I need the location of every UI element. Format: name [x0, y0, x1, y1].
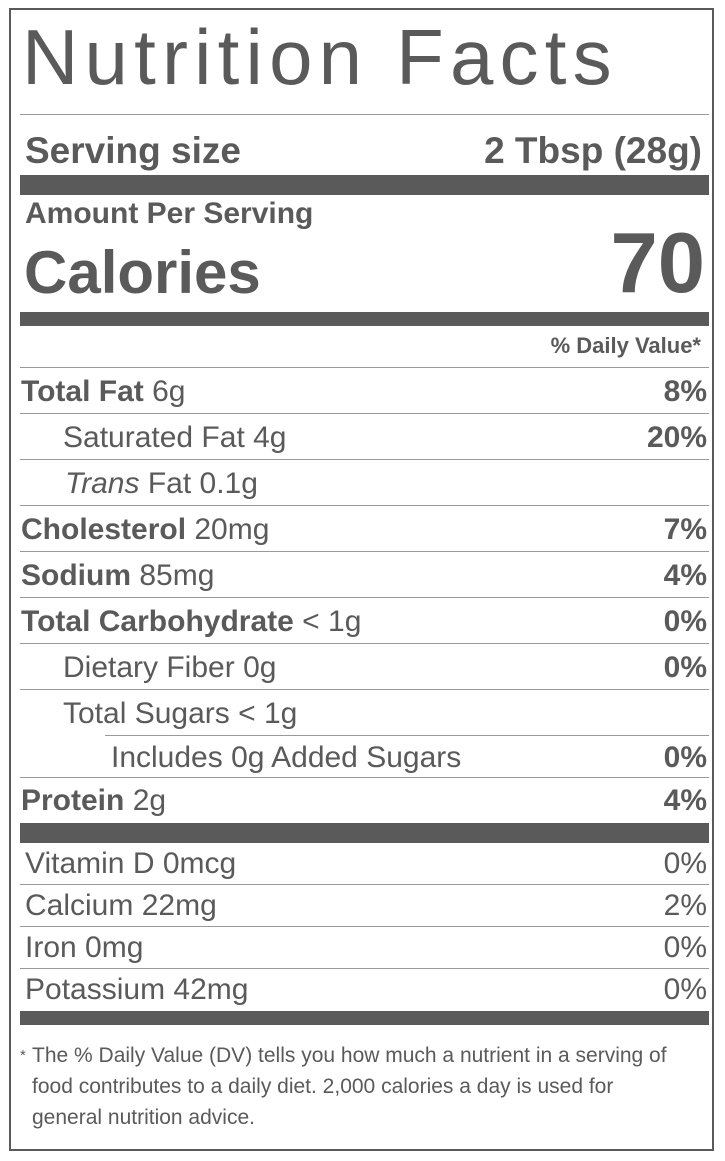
nutrient-row-added-sugars: Includes 0g Added Sugars 0%	[20, 736, 709, 778]
nutrition-facts-label: Nutrition Facts Serving size 2 Tbsp (28g…	[9, 8, 714, 1151]
vitamin-amount: 22mg	[141, 889, 217, 922]
divider	[20, 114, 709, 115]
nutrient-dv: 4%	[663, 784, 707, 817]
nutrient-amount: < 1g	[238, 697, 298, 730]
vitamin-name: Vitamin D	[25, 847, 155, 880]
nutrient-dv: 7%	[663, 513, 707, 546]
daily-value-header: % Daily Value*	[550, 333, 701, 358]
vitamin-row-calcium: Calcium 22mg 2%	[20, 885, 709, 927]
nutrient-amount: 0.1g	[199, 467, 258, 500]
serving-size-value: 2 Tbsp (28g)	[484, 130, 702, 171]
nutrient-row-total-sugars: Total Sugars < 1g	[20, 690, 709, 736]
vitamin-dv: 0%	[663, 931, 707, 964]
vitamin-dv: 2%	[663, 889, 707, 922]
nutrient-dv: 0%	[663, 605, 707, 638]
nutrient-amount: 6g	[152, 375, 186, 408]
nutrient-row-total-carbohydrate: Total Carbohydrate < 1g 0%	[20, 598, 709, 644]
nutrient-name: Total Fat	[21, 375, 144, 408]
amount-per-serving: Amount Per Serving	[25, 197, 314, 230]
nutrient-dv: 4%	[663, 559, 707, 592]
vitamin-row-vitamin-d: Vitamin D 0mcg 0%	[20, 843, 709, 885]
nutrient-amount: < 1g	[302, 605, 362, 638]
thick-divider	[20, 312, 709, 326]
vitamin-amount: 0mg	[85, 931, 144, 964]
vitamin-name: Iron	[25, 931, 77, 964]
nutrient-amount: 4g	[253, 421, 287, 454]
nutrient-row-dietary-fiber: Dietary Fiber 0g 0%	[20, 644, 709, 690]
nutrient-amount: 20mg	[194, 513, 270, 546]
nutrient-name-italic: Trans	[65, 467, 140, 500]
vitamin-row-iron: Iron 0mg 0%	[20, 927, 709, 969]
vitamin-amount: 0mcg	[162, 847, 237, 880]
nutrient-name: Protein	[21, 784, 125, 817]
nutrient-row-trans-fat: Trans Fat 0.1g	[20, 460, 709, 506]
thick-divider	[20, 1011, 709, 1025]
nutrient-row-cholesterol: Cholesterol 20mg 7%	[20, 506, 709, 552]
nutrient-name: Cholesterol	[21, 513, 187, 546]
vitamin-dv: 0%	[663, 847, 707, 880]
nutrient-dv: 0%	[663, 741, 707, 774]
nutrient-dv: 0%	[663, 651, 707, 684]
serving-size-label: Serving size	[25, 130, 241, 171]
divider	[20, 367, 709, 368]
vitamin-amount: 42mg	[173, 973, 249, 1006]
nutrient-row-total-fat: Total Fat 6g 8%	[20, 368, 709, 414]
vitamin-name: Potassium	[25, 973, 166, 1006]
nutrient-row-sodium: Sodium 85mg 4%	[20, 552, 709, 598]
vitamin-row-potassium: Potassium 42mg 0%	[20, 969, 709, 1011]
nutrient-name: Fat	[147, 467, 192, 500]
footnote: * The % Daily Value (DV) tells you how m…	[20, 1040, 680, 1133]
vitamin-dv: 0%	[663, 973, 707, 1006]
nutrient-amount: 85mg	[139, 559, 215, 592]
nutrient-name: Dietary Fiber	[63, 651, 235, 684]
nutrient-name: Saturated Fat	[63, 421, 245, 454]
thick-divider	[20, 823, 709, 843]
nutrient-amount: 2g	[132, 784, 167, 817]
calories-value: 70	[610, 216, 705, 311]
nutrient-amount: 0g	[243, 651, 277, 684]
footnote-asterisk: *	[20, 1047, 26, 1064]
calories-label: Calories	[24, 239, 261, 306]
nutrient-name: Total Carbohydrate	[21, 605, 294, 638]
nutrient-row-protein: Protein 2g 4%	[20, 778, 709, 824]
thick-divider	[20, 175, 709, 195]
vitamin-name: Calcium	[25, 889, 134, 922]
nutrient-name: Sodium	[21, 559, 131, 592]
nutrient-name: Includes 0g Added Sugars	[111, 741, 462, 774]
nutrient-row-saturated-fat: Saturated Fat 4g 20%	[20, 414, 709, 460]
nutrient-dv: 8%	[663, 375, 707, 408]
nutrient-dv: 20%	[646, 421, 707, 454]
nutrient-name: Total Sugars	[63, 697, 230, 730]
label-title: Nutrition Facts	[22, 13, 618, 101]
footnote-text: The % Daily Value (DV) tells you how muc…	[32, 1044, 667, 1129]
